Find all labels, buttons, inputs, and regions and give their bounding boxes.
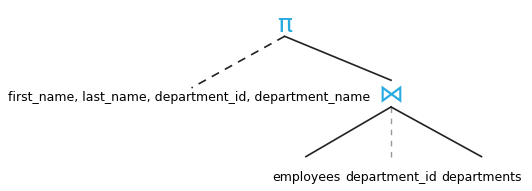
Text: first_name, last_name, department_id, department_name: first_name, last_name, department_id, de… bbox=[8, 91, 370, 104]
Text: departments: departments bbox=[441, 171, 522, 184]
Text: employees: employees bbox=[272, 171, 340, 184]
Text: department_id: department_id bbox=[345, 171, 437, 184]
Text: π: π bbox=[277, 13, 292, 37]
Text: ⋈: ⋈ bbox=[379, 83, 403, 108]
